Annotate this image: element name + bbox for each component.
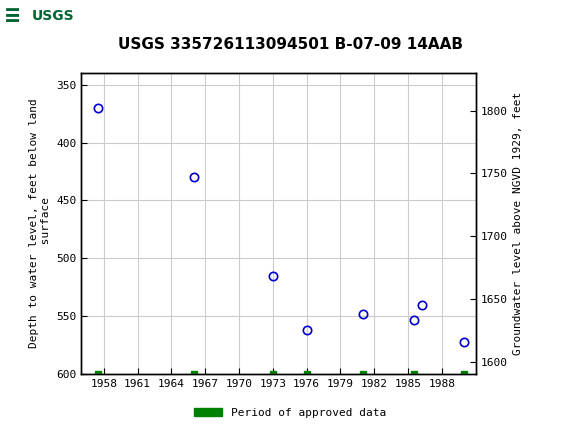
Text: USGS 335726113094501 B-07-09 14AAB: USGS 335726113094501 B-07-09 14AAB bbox=[118, 37, 462, 52]
Legend: Period of approved data: Period of approved data bbox=[190, 403, 390, 422]
Y-axis label: Groundwater level above NGVD 1929, feet: Groundwater level above NGVD 1929, feet bbox=[513, 92, 523, 355]
Text: USGS: USGS bbox=[32, 9, 74, 23]
Bar bbox=[3, 3, 61, 30]
Text: ≡: ≡ bbox=[5, 4, 20, 28]
Y-axis label: Depth to water level, feet below land
 surface: Depth to water level, feet below land su… bbox=[29, 99, 50, 348]
